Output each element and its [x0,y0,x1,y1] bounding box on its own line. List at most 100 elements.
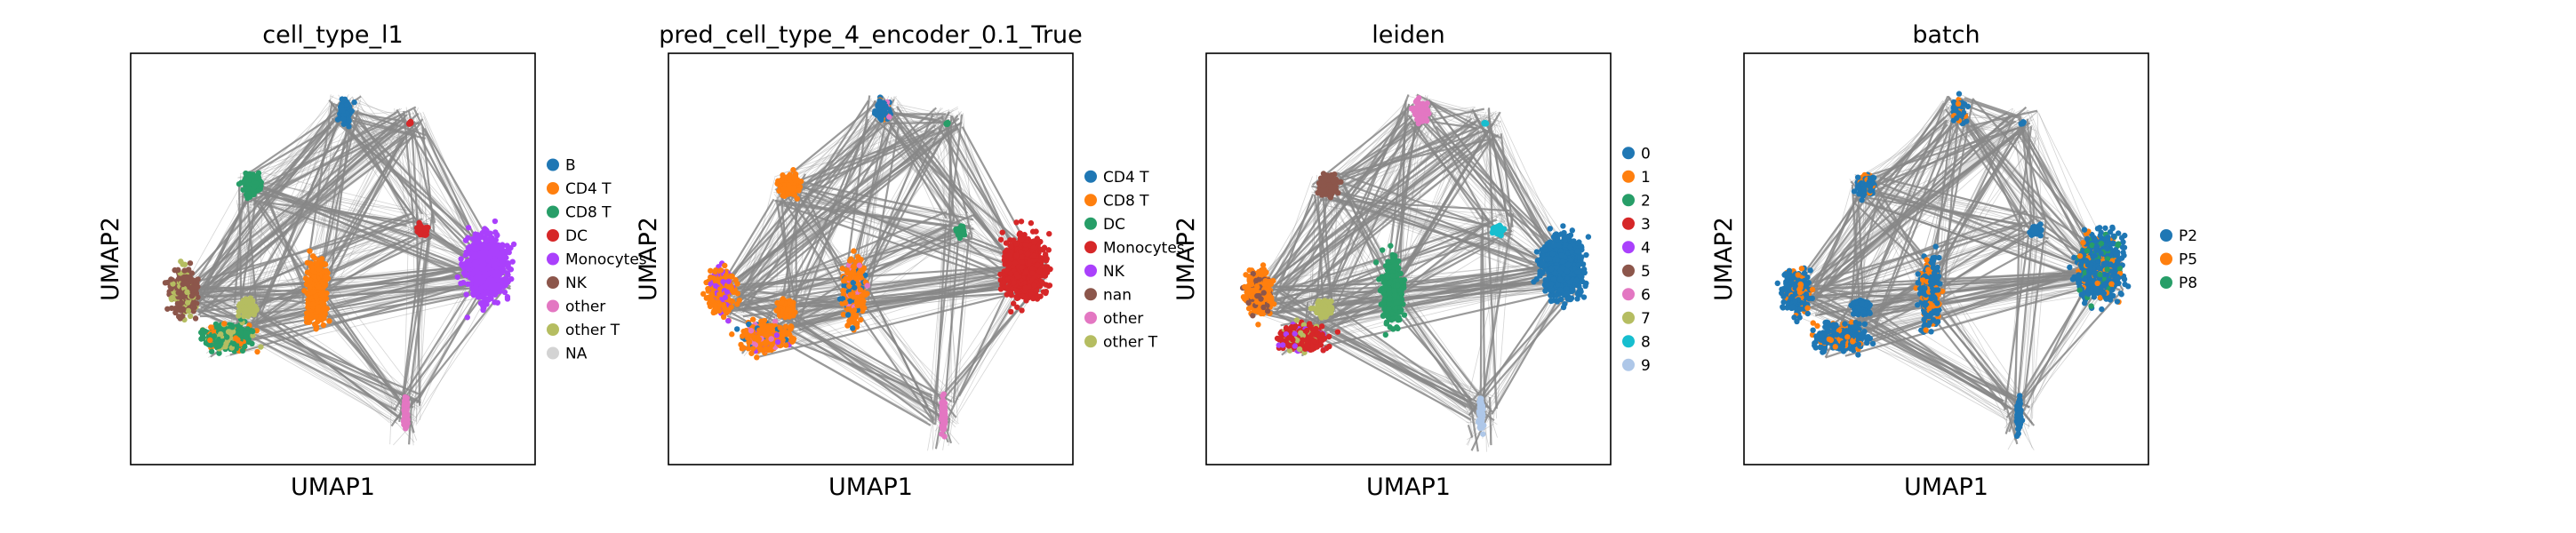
cell-point [724,289,731,295]
cell-point [307,248,313,254]
graph-edge [180,110,397,294]
graph-edge [238,193,411,224]
graph-edge [251,319,396,399]
cell-point [223,340,229,347]
legend-label: other T [565,322,620,339]
graph-edge [252,195,310,290]
cell-point [181,274,188,281]
graph-edge [199,297,414,409]
cell-point [779,176,785,183]
cell-point [181,267,188,274]
cell-point [316,283,322,290]
legend-marker [547,205,559,219]
cell-point [315,307,321,314]
cell-point [489,238,495,244]
cell-points [162,96,517,432]
cell-point [708,274,714,281]
cell-point [481,242,488,249]
graph-edge [259,117,405,203]
cell-point [218,330,224,338]
cell-point [729,331,735,338]
cell-point [492,289,499,295]
cell-point [471,259,478,266]
graph-edge [190,234,413,303]
cell-point [756,336,763,342]
graph-edge [319,282,405,426]
cell-point [773,332,780,338]
graph-edge [260,137,404,200]
graph-edge [204,129,400,305]
cell-point [720,303,727,310]
cell-point [243,334,249,340]
graph-edge [186,276,324,290]
graph-edge [216,289,486,328]
cell-point [492,299,498,306]
graph-edge [313,262,480,281]
graph-edge [310,128,413,294]
graph-edge [420,224,425,420]
cell-point [791,185,797,192]
graph-edge [356,124,400,139]
graph-edge [255,118,403,194]
cell-point [242,298,249,305]
cell-point [185,307,192,314]
graph-edge [324,231,428,292]
graph-edge [206,119,404,286]
cell-point [716,291,723,298]
graph-edge [244,197,487,281]
cell-point [485,230,492,237]
cell-point [244,177,250,183]
cell-point [478,278,484,284]
graph-edge [246,201,421,230]
cell-point [472,289,479,296]
cell-point [493,247,500,253]
graph-edge [243,106,417,196]
graph-edge [237,177,435,217]
graph-edge [400,262,480,419]
cell-point [305,278,311,284]
y-axis-label: UMAP2 [97,217,124,301]
cell-point [748,328,755,334]
graph-edge [324,238,407,278]
graph-edge [252,113,332,306]
graph-edge [197,114,408,316]
cell-point [246,171,252,178]
cell-point [756,346,764,353]
graph-edge [330,105,486,274]
cell-point [733,326,740,332]
cell-point [237,330,244,336]
cell-point [493,268,500,275]
cell-point [322,261,329,267]
cell-point [878,115,884,123]
cell-point [458,256,464,262]
cell-point [768,336,774,342]
cell-point [309,301,316,307]
cell-point [235,337,241,343]
graph-edge [195,290,390,420]
cell-point [303,310,310,316]
cell-point [461,269,468,275]
graph-edge [225,290,505,357]
cell-point [249,340,255,347]
cell-point [739,346,746,352]
graph-edge [233,280,488,353]
cell-point [789,338,796,345]
graph-edge [202,133,418,297]
graph-edge [258,174,311,276]
cell-point [712,301,718,308]
cell-point [734,301,740,307]
graph-edge [323,230,421,287]
cell-point [320,322,327,329]
cell-point [725,278,732,284]
cell-point [708,290,716,297]
cell-point [164,306,171,312]
graph-edge [417,281,488,399]
cell-point [498,266,505,272]
cell-point [782,323,789,330]
graph-edge [392,418,415,443]
cell-point [465,225,472,231]
graph-edge [176,131,405,295]
cell-point [484,289,491,296]
graph-edge [180,290,414,419]
